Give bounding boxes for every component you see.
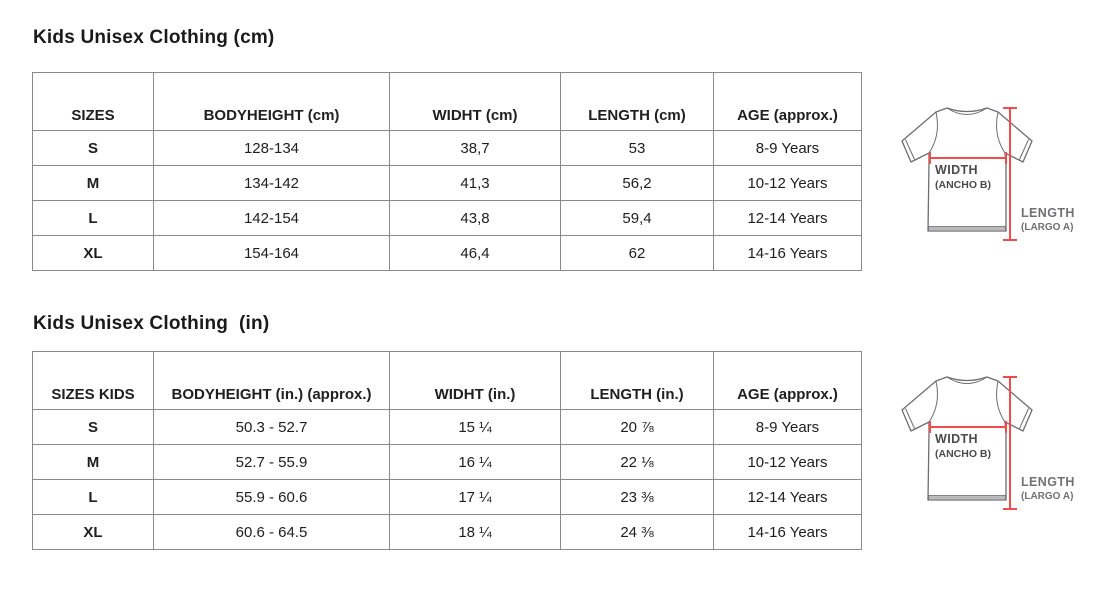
cell-bodyheight: 52.7 - 55.9 [153,444,390,480]
tshirt-measurement-diagram-in: WIDTH (ANCHO B) LENGTH (LARGO A) [890,362,1090,517]
tshirt-hem-band [928,495,1006,501]
cell-length: 62 [560,235,714,271]
width-measure-line [929,152,1007,164]
cell-bodyheight: 60.6 - 64.5 [153,514,390,550]
cell-age: 12-14 Years [713,479,862,515]
table-row: M 134-142 41,3 56,2 10-12 Years [32,165,862,201]
length-measure-line [1003,107,1017,241]
cell-size: XL [32,235,154,271]
tshirt-measurement-diagram-cm: WIDTH (ANCHO B) LENGTH (LARGO A) [890,93,1090,248]
cell-size: L [32,479,154,515]
header-age: AGE (approx.) [713,72,862,131]
tshirt-left-cuff-seam [905,139,915,160]
cell-length: 23 ⅜ [560,479,714,515]
tshirt-left-sleeve-seam [928,111,938,154]
cell-length: 53 [560,130,714,166]
size-table-in: SIZES KIDS BODYHEIGHT (in.) (approx.) WI… [32,351,862,550]
cell-width: 17 ¼ [389,479,561,515]
cell-length: 56,2 [560,165,714,201]
cell-age: 10-12 Years [713,444,862,480]
cell-size: XL [32,514,154,550]
tshirt-right-sleeve-seam [996,380,1006,423]
header-width: WIDHT (in.) [389,351,561,410]
table-row: XL 60.6 - 64.5 18 ¼ 24 ⅜ 14-16 Years [32,514,862,550]
table-row: S 128-134 38,7 53 8-9 Years [32,130,862,166]
length-label: LENGTH [1021,475,1075,489]
cell-length: 22 ⅛ [560,444,714,480]
tshirt-collar-band [946,107,988,115]
length-label: LENGTH [1021,206,1075,220]
length-sublabel-largo: (LARGO A) [1021,222,1074,233]
header-bodyheight: BODYHEIGHT (cm) [153,72,390,131]
tshirt-back-illustration [901,107,1033,241]
tshirt-body-outline [901,107,1033,232]
cell-age: 8-9 Years [713,409,862,445]
tshirt-right-cuff-seam [1019,408,1029,429]
cell-size: S [32,130,154,166]
tshirt-left-cuff-seam [905,408,915,429]
cell-age: 14-16 Years [713,514,862,550]
header-bodyheight: BODYHEIGHT (in.) (approx.) [153,351,390,410]
cell-age: 14-16 Years [713,235,862,271]
cell-width: 18 ¼ [389,514,561,550]
cell-width: 38,7 [389,130,561,166]
table-row: L 142-154 43,8 59,4 12-14 Years [32,200,862,236]
cell-width: 16 ¼ [389,444,561,480]
cell-bodyheight: 134-142 [153,165,390,201]
cell-width: 46,4 [389,235,561,271]
header-sizes: SIZES KIDS [32,351,154,410]
size-table-cm: SIZES BODYHEIGHT (cm) WIDHT (cm) LENGTH … [32,72,862,271]
cell-size: L [32,200,154,236]
header-width: WIDHT (cm) [389,72,561,131]
cell-bodyheight: 142-154 [153,200,390,236]
section-title-in: Kids Unisex Clothing (in) [33,313,270,334]
header-age: AGE (approx.) [713,351,862,410]
header-sizes: SIZES [32,72,154,131]
tshirt-right-cuff-seam [1019,139,1029,160]
length-measure-line [1003,376,1017,510]
width-sublabel-ancho: (ANCHO B) [935,179,991,191]
cell-bodyheight: 128-134 [153,130,390,166]
table-row: M 52.7 - 55.9 16 ¼ 22 ⅛ 10-12 Years [32,444,862,480]
header-length: LENGTH (cm) [560,72,714,131]
tshirt-hem-band [928,226,1006,232]
table-header-row: SIZES KIDS BODYHEIGHT (in.) (approx.) WI… [32,351,862,410]
table-header-row: SIZES BODYHEIGHT (cm) WIDHT (cm) LENGTH … [32,72,862,131]
cell-size: M [32,165,154,201]
width-label: WIDTH [935,432,978,446]
cell-size: S [32,409,154,445]
cell-bodyheight: 50.3 - 52.7 [153,409,390,445]
tshirt-body-outline [901,376,1033,501]
table-row: L 55.9 - 60.6 17 ¼ 23 ⅜ 12-14 Years [32,479,862,515]
cell-width: 43,8 [389,200,561,236]
cell-bodyheight: 154-164 [153,235,390,271]
cell-length: 59,4 [560,200,714,236]
cell-width: 41,3 [389,165,561,201]
width-sublabel-ancho: (ANCHO B) [935,448,991,460]
tshirt-left-sleeve-seam [928,380,938,423]
cell-length: 20 ⅞ [560,409,714,445]
cell-age: 12-14 Years [713,200,862,236]
cell-age: 10-12 Years [713,165,862,201]
header-length: LENGTH (in.) [560,351,714,410]
table-row: S 50.3 - 52.7 15 ¼ 20 ⅞ 8-9 Years [32,409,862,445]
tshirt-collar-band [946,376,988,384]
cell-length: 24 ⅜ [560,514,714,550]
length-sublabel-largo: (LARGO A) [1021,491,1074,502]
table-row: XL 154-164 46,4 62 14-16 Years [32,235,862,271]
width-measure-line [929,421,1007,433]
tshirt-right-sleeve-seam [996,111,1006,154]
cell-age: 8-9 Years [713,130,862,166]
cell-bodyheight: 55.9 - 60.6 [153,479,390,515]
cell-width: 15 ¼ [389,409,561,445]
cell-size: M [32,444,154,480]
tshirt-back-illustration [901,376,1033,510]
width-label: WIDTH [935,163,978,177]
section-title-cm: Kids Unisex Clothing (cm) [33,27,275,48]
